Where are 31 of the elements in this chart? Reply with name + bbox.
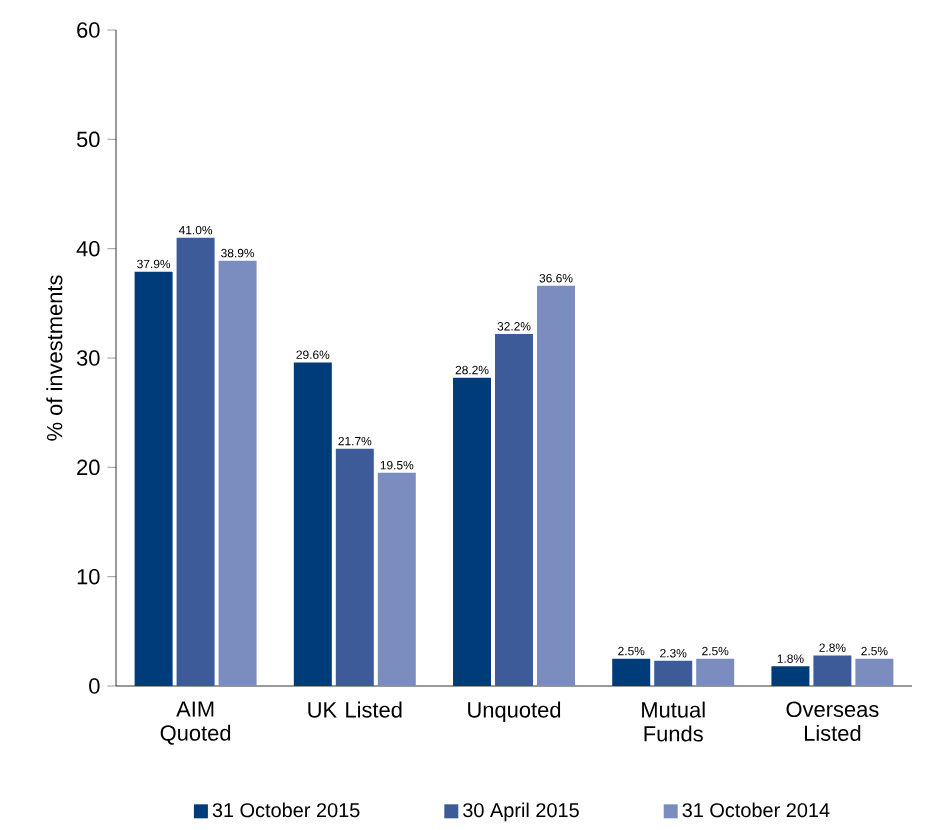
bar (293, 362, 332, 686)
bar (176, 237, 215, 686)
x-tick-label: Mutual Funds (642, 701, 705, 742)
legend-label: 31 October 2015 (212, 802, 360, 818)
bar (612, 658, 651, 686)
bar (335, 448, 374, 686)
y-tick-label: 0 (89, 678, 100, 694)
bar (218, 260, 257, 686)
x-tick-label: UK Listed (308, 701, 402, 718)
bar (377, 472, 416, 686)
y-tick-label: 10 (77, 568, 100, 585)
x-tick-label: Unquoted (468, 701, 561, 722)
bar (654, 660, 693, 686)
bar (771, 666, 810, 686)
legend-label: 30 April 2015 (463, 802, 579, 822)
bar (536, 285, 575, 686)
y-axis-title: % of investments (46, 275, 63, 441)
legend-label: 31 October 2014 (682, 802, 830, 818)
y-tick-label: 20 (77, 459, 100, 476)
y-tick-label: 40 (76, 240, 100, 257)
bar (453, 377, 492, 686)
x-tick-label: Overseas Listed (786, 701, 879, 741)
bar (813, 655, 852, 686)
y-tick-label: 50 (76, 131, 100, 148)
bar (134, 271, 173, 686)
bar (696, 658, 735, 686)
bar (495, 333, 533, 686)
y-tick-label: 30 (76, 350, 100, 366)
x-tick-label: AIM Quoted (160, 701, 231, 745)
bar (855, 658, 894, 686)
y-tick-label: 60 (77, 22, 100, 38)
